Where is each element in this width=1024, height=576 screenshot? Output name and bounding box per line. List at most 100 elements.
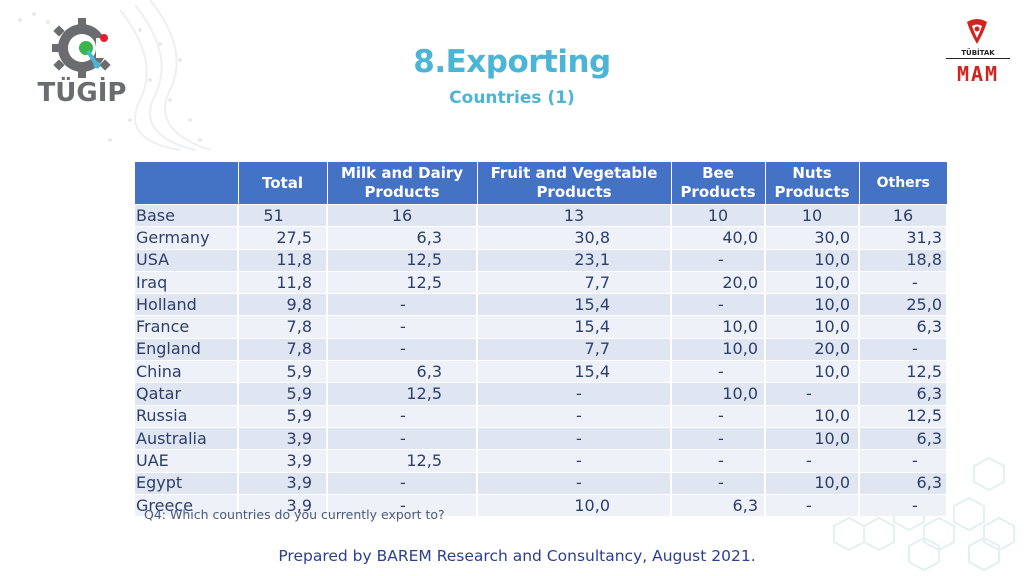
country-label: Australia [135, 426, 239, 450]
export-countries-table: Total Milk and Dairy Products Fruit and … [135, 162, 948, 517]
cell-others: 6,3 [859, 382, 948, 406]
country-label: Greece [135, 493, 239, 517]
country-label: Iraq [135, 270, 239, 294]
cell-total: 7,8 [238, 315, 328, 339]
cell-fruit-vegetable: 15,4 [477, 315, 672, 339]
base-fruit: 13 [477, 203, 672, 227]
tugip-logo: TÜGİP [36, 18, 128, 108]
cell-milk-dairy: 12,5 [327, 248, 478, 272]
country-label: England [135, 337, 239, 361]
cell-fruit-vegetable: - [477, 404, 672, 428]
cell-others: - [859, 270, 948, 294]
cell-nuts: 10,0 [765, 293, 860, 316]
cell-nuts: 10,0 [765, 315, 860, 339]
table-row: Iraq 11,8 12,5 7,7 20,0 10,0- [135, 270, 948, 294]
cell-milk-dairy: - [327, 471, 478, 495]
country-label: Qatar [135, 382, 239, 406]
table-row: France 7,8-15,4 10,0 10,0 6,3 [135, 315, 948, 339]
survey-question: Q4: Which countries do you currently exp… [144, 507, 445, 522]
cell-others: 18,8 [859, 248, 948, 272]
cell-fruit-vegetable: 15,4 [477, 293, 672, 316]
decorative-pattern-right [833, 456, 1015, 572]
table-row: Qatar 5,9 12,5-10,0-6,3 [135, 382, 948, 406]
cell-others: - [859, 493, 948, 517]
decorative-pattern-left [18, 0, 211, 151]
cell-fruit-vegetable: 7,7 [477, 270, 672, 294]
tugip-logo-text: TÜGİP [37, 78, 127, 108]
table-row: England 7,8-7,7 10,0 20,0- [135, 337, 948, 361]
cell-total: 5,9 [238, 404, 328, 428]
header-nuts: Nuts Products [765, 162, 860, 205]
cell-nuts: 10,0 [765, 248, 860, 272]
header-blank [135, 162, 239, 205]
cell-nuts: - [765, 382, 860, 406]
cell-others: 6,3 [859, 471, 948, 495]
country-label: France [135, 315, 239, 339]
cell-milk-dairy: - [327, 293, 478, 316]
cell-bee: - [671, 449, 766, 473]
cell-others: 31,3 [859, 226, 948, 250]
cell-others: 12,5 [859, 404, 948, 428]
cell-total: 27,5 [238, 226, 328, 250]
base-others: 16 [859, 203, 948, 227]
header-others: Others [859, 162, 947, 205]
cell-total: 5,9 [238, 360, 328, 383]
cell-total: 5,9 [238, 382, 328, 406]
cell-bee: - [671, 404, 766, 428]
cell-milk-dairy: 6,3 [327, 226, 478, 250]
base-nuts: 10 [765, 203, 860, 227]
cell-total: 3,9 [238, 471, 328, 495]
cell-milk-dairy: - [327, 493, 478, 517]
table-row: Holland 9,8-15,4-10,0 25,0 [135, 293, 948, 316]
cell-fruit-vegetable: - [477, 382, 672, 406]
cell-bee: - [671, 426, 766, 450]
cell-total: 11,8 [238, 270, 328, 294]
cell-fruit-vegetable: 23,1 [477, 248, 672, 272]
cell-others: 6,3 [859, 315, 948, 339]
tubitak-mam-logo: TÜBİTAK MAM [946, 18, 1010, 98]
cell-nuts: 30,0 [765, 226, 860, 250]
cell-nuts: 20,0 [765, 337, 860, 361]
cell-milk-dairy: 12,5 [327, 270, 478, 294]
cell-milk-dairy: - [327, 337, 478, 361]
cell-bee: 10,0 [671, 382, 766, 406]
cell-fruit-vegetable: - [477, 449, 672, 473]
page-title: 8.Exporting [413, 44, 611, 80]
cell-fruit-vegetable: 7,7 [477, 337, 672, 361]
cell-milk-dairy: 12,5 [327, 382, 478, 406]
base-bee: 10 [671, 203, 766, 227]
base-total: 51 [238, 203, 328, 227]
cell-milk-dairy: - [327, 315, 478, 339]
header-bee: Bee Products [671, 162, 766, 205]
page-subtitle: Countries (1) [449, 88, 575, 108]
country-label: Egypt [135, 471, 239, 495]
cell-milk-dairy: - [327, 404, 478, 428]
table-row: Australia 3,9- - -10,0 6,3 [135, 426, 948, 450]
cell-nuts: - [765, 449, 860, 473]
header-fruit-vegetable: Fruit and Vegetable Products [477, 162, 672, 205]
cell-bee: - [671, 471, 766, 495]
footer-credit: Prepared by BAREM Research and Consultan… [278, 547, 756, 565]
cell-nuts: 10,0 [765, 360, 860, 383]
tubitak-text: TÜBİTAK [946, 48, 1010, 59]
cell-fruit-vegetable: 15,4 [477, 360, 672, 383]
cell-bee: - [671, 293, 766, 316]
cell-fruit-vegetable: - [477, 426, 672, 450]
mam-text: MAM [956, 62, 1000, 86]
row-label: Base [135, 203, 239, 227]
country-label: UAE [135, 449, 239, 473]
table-header-row: Total Milk and Dairy Products Fruit and … [135, 162, 947, 205]
cell-bee: 20,0 [671, 270, 766, 294]
cell-nuts: - [765, 493, 860, 517]
cell-bee: 10,0 [671, 337, 766, 361]
country-label: USA [135, 248, 239, 272]
cell-bee: - [671, 360, 766, 383]
base-milk: 16 [327, 203, 478, 227]
cell-milk-dairy: - [327, 426, 478, 450]
cell-nuts: 10,0 [765, 404, 860, 428]
header-milk-dairy: Milk and Dairy Products [327, 162, 478, 205]
country-label: Holland [135, 293, 239, 316]
table-row-base: Base 51 16 13 10 10 16 [135, 203, 948, 227]
table-row: China 5,9 6,3 15,4-10,0 12,5 [135, 360, 948, 383]
cell-others: 12,5 [859, 360, 948, 383]
